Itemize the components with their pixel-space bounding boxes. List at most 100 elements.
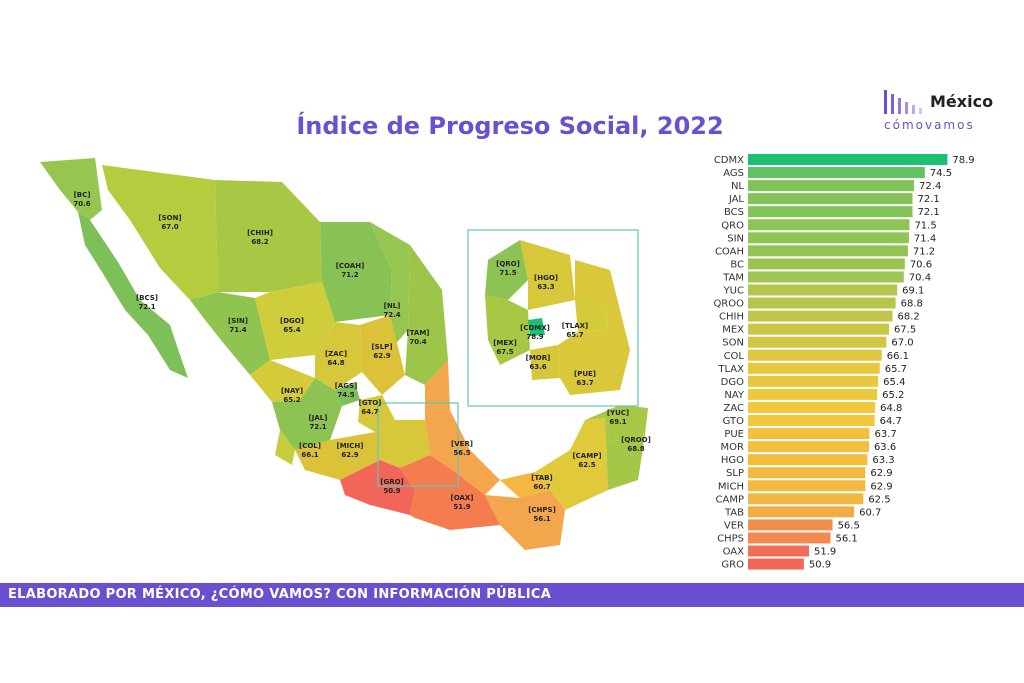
map-region-dgo — [255, 282, 335, 360]
map-label-code: [BC] — [74, 191, 91, 199]
map-label-code: [AGS] — [335, 382, 358, 390]
bar-category-label: QRO — [721, 220, 744, 231]
map-label-value: 67.0 — [161, 223, 178, 231]
map-label-pue: [PUE]63.7 — [574, 370, 596, 387]
map-region-center — [375, 420, 430, 468]
bar-category-label: CHPS — [717, 533, 744, 544]
map-region-gto — [358, 395, 395, 432]
map-label-value: 68.2 — [251, 238, 268, 246]
map-label-value: 68.8 — [627, 445, 644, 453]
map-label-value: 50.9 — [383, 487, 400, 495]
map-label-gto: [GTO]64.7 — [359, 399, 382, 416]
map-label-value: 60.7 — [533, 483, 550, 491]
bar-value-label: 64.8 — [880, 403, 902, 414]
bar-mex — [748, 323, 889, 335]
bar-category-label: ZAC — [724, 403, 745, 414]
map-label-qroo: [QROO]68.8 — [621, 436, 651, 453]
inset-region-mex — [485, 295, 530, 365]
bar-value-label: 67.0 — [891, 338, 913, 349]
bar-value-label: 72.4 — [919, 181, 941, 192]
bar-yuc — [748, 284, 898, 296]
bar-value-label: 71.2 — [913, 246, 935, 257]
bar-category-label: COAH — [715, 246, 744, 257]
map-label-value: 65.7 — [566, 331, 583, 339]
map-label-mor: [MOR]63.6 — [526, 354, 551, 371]
bar-category-label: QROO — [713, 299, 744, 310]
bar-category-label: HGO — [721, 455, 744, 466]
bar-pue — [748, 428, 870, 440]
map-label-tam: [TAM]70.4 — [406, 329, 429, 346]
bar-zac — [748, 401, 876, 413]
bar-qro — [748, 219, 910, 231]
bar-value-label: 72.1 — [918, 194, 940, 205]
bar-value-label: 68.8 — [901, 299, 923, 310]
map-label-code: [CAMP] — [572, 452, 601, 460]
bar-value-label: 68.2 — [898, 312, 920, 323]
bar-value-label: 71.4 — [914, 233, 936, 244]
map-label-code: [HGO] — [534, 274, 558, 282]
bar-value-label: 63.7 — [874, 429, 896, 440]
map-label-code: [YUC] — [607, 409, 629, 417]
map-label-chih: [CHIH]68.2 — [247, 229, 273, 246]
map-label-code: [VER] — [451, 440, 473, 448]
footer-banner: ELABORADO POR MÉXICO, ¿CÓMO VAMOS? CON I… — [0, 583, 1024, 607]
map-label-code: [ZAC] — [325, 350, 347, 358]
map-label-cdmx: [CDMX]78.9 — [520, 324, 550, 341]
map-region-qroo — [605, 418, 645, 490]
map-label-code: [MEX] — [493, 339, 517, 347]
bar-category-label: MOR — [721, 442, 744, 453]
map-label-sin: [SIN]71.4 — [228, 317, 248, 334]
map-label-value: 62.5 — [578, 461, 595, 469]
map-label-gro: [GRO]50.9 — [380, 478, 404, 495]
map-region-bcs — [78, 212, 188, 378]
map-label-value: 70.6 — [73, 200, 90, 208]
bar-jal — [748, 193, 913, 205]
bar-value-label: 64.7 — [880, 416, 902, 427]
bar-category-label: DGO — [721, 377, 744, 388]
bar-bcs — [748, 206, 913, 218]
bar-value-label: 62.9 — [870, 468, 892, 479]
bar-category-label: GTO — [723, 416, 745, 427]
map-label-code: [CDMX] — [520, 324, 550, 332]
bar-value-label: 62.9 — [870, 481, 892, 492]
inset-region-tlax — [575, 300, 608, 332]
map-region-bc — [40, 158, 102, 220]
map-label-yuc: [YUC]69.1 — [607, 409, 629, 426]
map-label-code: [COL] — [299, 442, 321, 450]
map-label-hgo: [HGO]63.3 — [534, 274, 558, 291]
map-label-tab: [TAB]60.7 — [531, 474, 552, 491]
bar-tlax — [748, 362, 880, 374]
bar-category-label: AGS — [723, 168, 744, 179]
map-region-coah — [320, 222, 392, 322]
bar-category-label: CHIH — [719, 312, 744, 323]
bar-value-label: 62.5 — [868, 494, 890, 505]
map-label-value: 71.2 — [341, 271, 358, 279]
map-region-ver — [425, 360, 500, 495]
bar-category-label: SIN — [727, 233, 744, 244]
map-label-code: [COAH] — [336, 262, 365, 270]
bar-category-label: BCS — [724, 207, 744, 218]
bar-category-label: GRO — [721, 560, 744, 571]
map-label-code: [NAY] — [281, 387, 303, 395]
bar-value-label: 63.6 — [874, 442, 896, 453]
bar-coah — [748, 245, 908, 257]
map-label-dgo: [DGO]65.4 — [280, 317, 304, 334]
map-label-code: [GTO] — [359, 399, 382, 407]
map-label-bcs: [BCS]72.1 — [136, 294, 158, 311]
map-region-camp — [535, 418, 608, 510]
bar-category-label: SON — [722, 338, 744, 349]
map-label-code: [QROO] — [621, 436, 651, 444]
bar-son — [748, 336, 887, 348]
map-label-oax: [OAX]51.9 — [451, 494, 474, 511]
map-label-value: 62.9 — [373, 352, 390, 360]
bar-slp — [748, 467, 866, 479]
map-label-value: 65.4 — [283, 326, 300, 334]
bar-category-label: CAMP — [716, 494, 744, 505]
map-label-value: 63.6 — [529, 363, 546, 371]
map-label-code: [OAX] — [451, 494, 474, 502]
map-region-chps — [485, 490, 565, 550]
logo-bars-icon — [884, 90, 922, 114]
bar-nay — [748, 388, 878, 400]
inset-labels: [QRO]71.5 [HGO]63.3 [CDMX]78.9 [TLAX]65.7 [M… — [493, 260, 596, 387]
map-label-value: 74.5 — [337, 391, 354, 399]
